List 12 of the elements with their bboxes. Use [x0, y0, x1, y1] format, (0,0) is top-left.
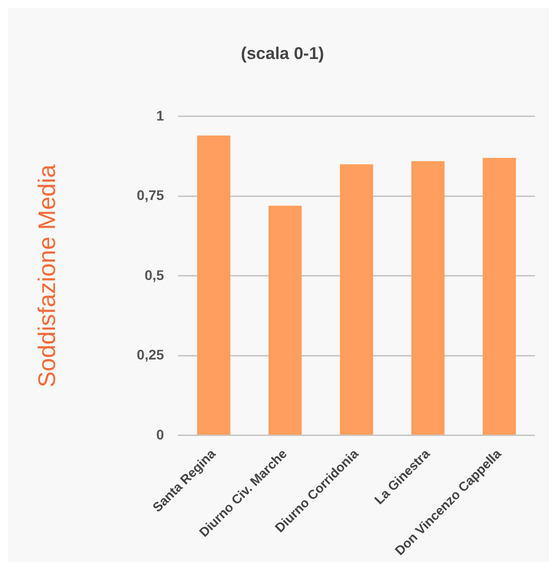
bar	[197, 136, 230, 435]
bar	[411, 161, 445, 435]
y-tick-label: 0,75	[136, 187, 164, 204]
chart-title: (scala 0-1)	[240, 44, 324, 63]
bar	[340, 164, 374, 435]
y-tick-label: 0,5	[144, 266, 164, 283]
y-axis-title: Soddisfazione Media	[34, 164, 62, 388]
bar	[482, 158, 516, 435]
y-tick-label: 0	[156, 426, 164, 442]
y-tick-label: 1	[156, 107, 164, 124]
y-tick-label: 0,25	[136, 346, 164, 363]
bar	[268, 206, 302, 435]
